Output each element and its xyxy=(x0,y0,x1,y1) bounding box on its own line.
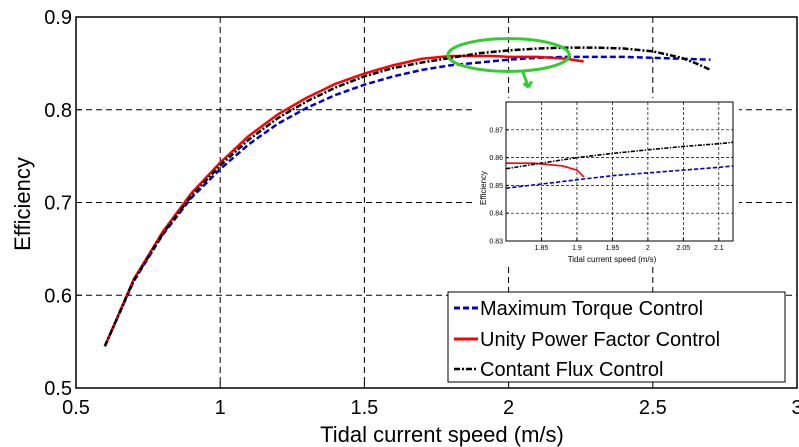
main-x-tick-label: 1 xyxy=(215,397,226,419)
inset-series-contant-flux-control xyxy=(505,141,734,170)
inset-y-tick-label: 0.85 xyxy=(489,183,503,190)
legend-box xyxy=(447,291,786,383)
highlight-ellipse xyxy=(446,37,571,73)
main-plot-area: 0.5 1 1.5 2 2.5 3 0.5 0.6 0.7 0.8 0.9 xyxy=(44,7,799,419)
main-x-ticks: 0.5 1 1.5 2 2.5 3 xyxy=(62,382,799,419)
x-axis-label: Tidal current speed (m/s) xyxy=(320,422,564,447)
inset-y-tick-label: 0.86 xyxy=(489,155,503,162)
main-y-tick-label: 0.5 xyxy=(44,378,72,400)
inset-plot: 1.85 1.9 1.95 2 2.05 2.1 0.83 0.84 0.85 0.86 0.87… xyxy=(476,98,739,267)
inset-x-tick-label: 1.9 xyxy=(572,245,582,252)
inset-frame xyxy=(505,101,734,242)
main-x-tick-label: 2.5 xyxy=(639,397,667,419)
main-x-tick-label: 2 xyxy=(503,397,514,419)
main-y-ticks: 0.5 0.6 0.7 0.8 0.9 xyxy=(44,7,82,400)
y-axis-label: Efficiency xyxy=(10,157,35,251)
inset-background xyxy=(476,98,739,267)
inset-y-ticks: 0.83 0.84 0.85 0.86 0.87 xyxy=(489,127,509,246)
highlight-arrow xyxy=(521,70,533,89)
main-series-unity-power-factor-control xyxy=(103,54,584,347)
inset-x-tick-label: 2.05 xyxy=(677,245,691,252)
main-x-tick-label: 1.5 xyxy=(350,397,378,419)
main-x-tick-label: 3 xyxy=(791,397,799,419)
inset-x-axis-label: Tidal current speed (m/s) xyxy=(568,255,657,264)
inset-y-axis-label: Efficiency xyxy=(479,171,488,205)
legend-label-contant-flux: Contant Flux Control xyxy=(480,359,663,381)
main-y-tick-label: 0.6 xyxy=(44,285,72,307)
main-series-group xyxy=(103,46,711,347)
legend-entry-maximum-torque: Maximum Torque Control xyxy=(454,298,703,320)
inset-y-tick-label: 0.84 xyxy=(489,211,503,218)
inset-y-tick-label: 0.87 xyxy=(489,127,503,134)
inset-x-tick-label: 1.95 xyxy=(606,245,620,252)
main-y-tick-label: 0.7 xyxy=(44,193,72,215)
inset-series-group xyxy=(505,141,734,189)
inset-x-tick-label: 2.1 xyxy=(714,245,724,252)
main-series-maximum-torque-control xyxy=(103,55,711,347)
legend-label-maximum-torque: Maximum Torque Control xyxy=(480,298,703,320)
main-x-tick-label: 0.5 xyxy=(62,397,90,419)
inset-series-maximum-torque-control xyxy=(505,165,734,189)
legend-entry-contant-flux: Contant Flux Control xyxy=(454,359,663,381)
inset-x-ticks: 1.85 1.9 1.95 2 2.05 2.1 xyxy=(535,238,724,252)
legend-label-unity-power-factor: Unity Power Factor Control xyxy=(480,329,720,351)
legend-entry-unity-power-factor: Unity Power Factor Control xyxy=(454,329,720,351)
inset-series-unity-power-factor-control xyxy=(506,162,585,178)
inset-y-tick-label: 0.83 xyxy=(489,239,503,246)
main-y-tick-label: 0.9 xyxy=(44,7,72,29)
main-y-tick-label: 0.8 xyxy=(44,100,72,122)
main-series-contant-flux-control xyxy=(103,46,711,347)
legend: Maximum Torque Control Unity Power Facto… xyxy=(447,291,786,383)
inset-grid xyxy=(506,102,733,241)
inset-x-tick-label: 1.85 xyxy=(535,245,549,252)
inset-x-tick-label: 2 xyxy=(646,245,650,252)
